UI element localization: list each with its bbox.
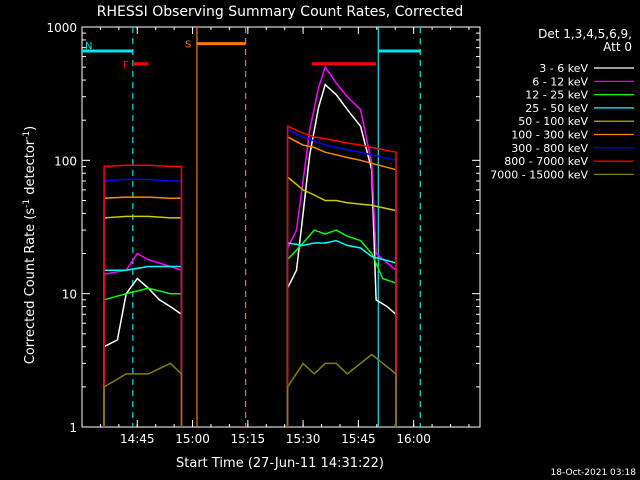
y-tick-label: 100 (54, 154, 77, 168)
y-axis-label-mid: detector (23, 139, 38, 199)
y-axis-label-main: Corrected Count Rate (s (23, 208, 38, 365)
state-bar-label: F (123, 60, 129, 71)
x-tick-label: 15:00 (175, 432, 210, 446)
y-tick-label: 1000 (46, 21, 77, 35)
legend-label: 25 - 50 keV (525, 102, 588, 115)
legend-label: 100 - 300 keV (511, 129, 588, 142)
series-line (286, 175, 397, 427)
y-axis-label-end: ) (23, 126, 38, 131)
x-tick-label: 16:00 (396, 432, 431, 446)
legend-title: Det 1,3,4,5,6,9, (538, 27, 632, 41)
plot-frame (81, 26, 481, 428)
y-axis-label-sup2: -1 (22, 131, 32, 140)
series-line (286, 229, 397, 427)
series-line (286, 83, 397, 427)
y-tick-label: 1 (69, 421, 77, 435)
series-line (286, 135, 397, 427)
y-axis-label: Corrected Count Rate (s-1 detector-1) (22, 126, 38, 364)
legend-label: 12 - 25 keV (525, 89, 588, 102)
state-bar-label: S (185, 40, 191, 51)
series-line (286, 65, 397, 427)
series-line (103, 277, 183, 427)
legend-label: 3 - 6 keV (539, 62, 588, 75)
state-bar-label: N (85, 41, 92, 52)
legend-subtitle: Att 0 (603, 40, 632, 54)
y-axis-label-sup1: -1 (22, 199, 32, 208)
legend-label: 50 - 100 keV (518, 115, 588, 128)
y-tick-label: 10 (62, 288, 77, 302)
legend-label: 800 - 7000 keV (504, 155, 588, 168)
x-tick-label: 15:30 (286, 432, 321, 446)
x-tick-label: 15:15 (231, 432, 266, 446)
series-line (286, 128, 397, 427)
legend-label: 6 - 12 keV (532, 75, 588, 88)
chart-title: RHESSI Observing Summary Count Rates, Co… (97, 4, 463, 20)
x-axis-label: Start Time (27-Jun-11 14:31:22) (176, 456, 384, 471)
timestamp: 18-Oct-2021 03:18 (551, 468, 637, 478)
series-line (286, 353, 397, 427)
x-tick-label: 15:45 (341, 432, 376, 446)
legend-label: 7000 - 15000 keV (490, 168, 588, 181)
series-line (103, 252, 183, 427)
legend-label: 300 - 800 keV (511, 142, 588, 155)
series-line (103, 164, 183, 427)
series-line (286, 125, 397, 427)
x-tick-label: 14:45 (120, 432, 155, 446)
series-line (286, 239, 397, 427)
plot-area: 14:45 15:00 15:15 15:30 15:45 16:00 1 10 100 1000… (46, 21, 481, 446)
series-line (103, 362, 183, 427)
